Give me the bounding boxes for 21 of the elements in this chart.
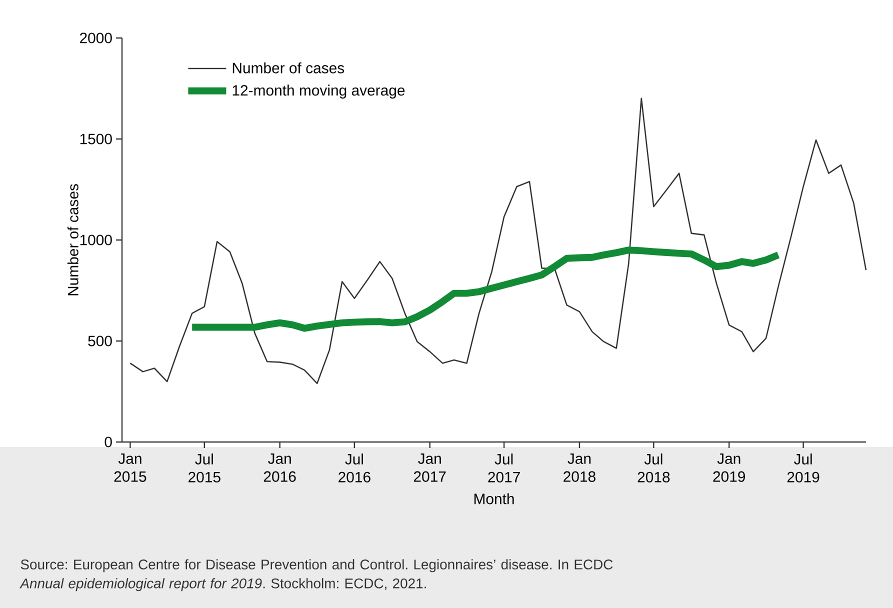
x-tick-label: Jul 2018 (638, 454, 670, 482)
y-tick-label: 500 (88, 336, 112, 346)
line-series (130, 98, 867, 384)
y-tick-label: 1000 (80, 234, 112, 246)
x-tick-label: Jan 2016 (264, 454, 296, 482)
y-tick-label: 2000 (80, 32, 112, 44)
legend-label: Number of cases (232, 62, 344, 74)
y-axis-title: Number of cases (67, 184, 78, 296)
x-tick-label: Jan 2015 (114, 454, 146, 482)
x-axis-title: Month (474, 493, 514, 504)
x-tick-label: Jul 2019 (787, 454, 820, 482)
x-tick-label: Jan 2018 (564, 454, 596, 482)
x-tick-label: Jul 2016 (338, 454, 370, 482)
x-tick-label: Jan 2017 (414, 454, 446, 482)
y-tick-label: 0 (104, 436, 112, 448)
x-tick-label: Jul 2015 (188, 454, 220, 482)
legend-label: 12-month moving average (232, 84, 405, 99)
source-note: Source: European Centre for Disease Prevention and Control. Legionnaires’ disease. In ECDC Annual epidemiological report for 2019. Stockholm: ECDC, 2021. (20, 559, 613, 592)
y-tick-label: 1500 (80, 134, 112, 144)
x-tick-label: Jan 2019 (713, 454, 745, 482)
x-tick-label: Jul 2017 (488, 454, 520, 482)
